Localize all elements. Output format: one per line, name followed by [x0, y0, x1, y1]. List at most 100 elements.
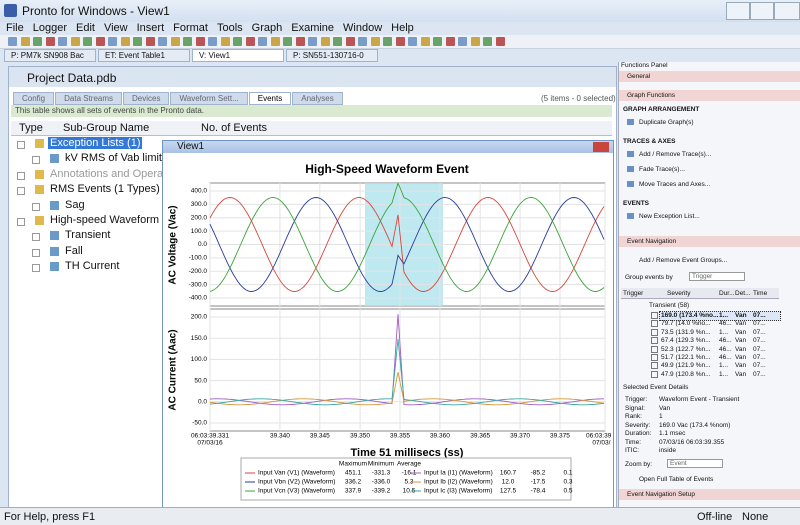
tree-item[interactable]: kV RMS of Vab limits: [65, 152, 168, 165]
toolbar-button[interactable]: [283, 37, 292, 46]
tree-expander[interactable]: [32, 156, 40, 165]
column-header[interactable]: Sub-Group Name: [63, 122, 150, 134]
event-cell[interactable]: Van: [735, 328, 747, 336]
toolbar-button[interactable]: [170, 37, 180, 46]
menu-item[interactable]: Tools: [216, 22, 243, 34]
project-tab[interactable]: Analyses: [292, 92, 343, 105]
tree-item[interactable]: Transient: [65, 229, 111, 242]
document-tab[interactable]: ET: Event Table1: [98, 49, 190, 62]
document-tab[interactable]: V: View1: [192, 49, 284, 62]
event-cell[interactable]: 52.3 (122.7 %n...: [661, 345, 711, 353]
tree-item[interactable]: Sag: [65, 198, 85, 211]
toolbar-button[interactable]: [345, 37, 355, 46]
event-cell[interactable]: 46...: [719, 320, 732, 328]
toolbar-button[interactable]: [183, 37, 192, 46]
toolbar-button[interactable]: [58, 37, 67, 46]
toolbar-button[interactable]: [8, 37, 17, 46]
table-column[interactable]: Severity: [667, 290, 691, 297]
menu-item[interactable]: Insert: [136, 22, 165, 34]
toolbar-button[interactable]: [33, 37, 42, 46]
function-item[interactable]: Add / Remove Trace(s)...: [639, 151, 712, 158]
event-cell[interactable]: 1...: [719, 312, 729, 319]
project-tab[interactable]: Config: [13, 92, 55, 105]
tree-expander[interactable]: [17, 218, 25, 226]
event-cell[interactable]: 07...: [753, 320, 766, 328]
event-cell[interactable]: Van: [735, 362, 747, 370]
event-cell[interactable]: 07...: [753, 354, 766, 361]
toolbar-button[interactable]: [95, 37, 105, 46]
toolbar-button[interactable]: [258, 37, 267, 46]
function-item[interactable]: Add / Remove Event Groups...: [639, 257, 728, 264]
toolbar-button[interactable]: [83, 37, 92, 46]
table-column[interactable]: Dur...: [719, 290, 735, 297]
toolbar-button[interactable]: [158, 37, 167, 46]
project-tab[interactable]: Events: [248, 92, 292, 105]
tree-expander[interactable]: [17, 187, 25, 196]
menu-item[interactable]: Edit: [76, 22, 95, 34]
function-item[interactable]: Duplicate Graph(s): [639, 119, 694, 126]
toolbar-button[interactable]: [208, 37, 217, 46]
maximize-button[interactable]: [750, 2, 774, 20]
table-column[interactable]: Det...: [735, 290, 751, 297]
event-cell[interactable]: 46...: [719, 337, 732, 345]
project-tab[interactable]: Devices: [123, 92, 170, 105]
event-cell[interactable]: Van: [735, 320, 747, 328]
toolbar-button[interactable]: [433, 37, 442, 46]
tree-group[interactable]: Transient (58): [649, 302, 690, 309]
function-item[interactable]: Fade Trace(s)...: [639, 166, 685, 173]
event-cell[interactable]: 47.9 (120.8 %n...: [661, 370, 711, 378]
tree-expander[interactable]: [32, 264, 40, 273]
toolbar-button[interactable]: [245, 37, 255, 46]
panel-bar-title[interactable]: Graph Functions: [627, 92, 676, 99]
toolbar-button[interactable]: [445, 37, 455, 46]
event-cell[interactable]: 1...: [719, 328, 729, 336]
view-close-button[interactable]: [593, 142, 609, 152]
toolbar-button[interactable]: [308, 37, 317, 46]
menu-item[interactable]: File: [6, 22, 24, 34]
event-cell[interactable]: 79.7 (14.0 %no...: [661, 320, 711, 328]
toolbar-button[interactable]: [495, 37, 505, 46]
toolbar-button[interactable]: [333, 37, 342, 46]
event-cell[interactable]: Van: [735, 345, 747, 353]
table-column[interactable]: Time: [753, 290, 768, 297]
dropdown[interactable]: Event: [667, 459, 723, 468]
toolbar-button[interactable]: [233, 37, 242, 46]
toolbar-button[interactable]: [483, 37, 492, 46]
event-cell[interactable]: 07...: [753, 345, 766, 353]
toolbar-button[interactable]: [120, 37, 130, 46]
tree-item[interactable]: RMS Events (1 Types): [50, 183, 160, 196]
menu-item[interactable]: Logger: [32, 22, 67, 34]
toolbar-button[interactable]: [420, 37, 430, 46]
tree-expander[interactable]: [17, 141, 25, 149]
toolbar-button[interactable]: [320, 37, 330, 46]
event-cell[interactable]: 1...: [719, 362, 729, 370]
event-cell[interactable]: 07...: [753, 337, 766, 345]
event-cell[interactable]: 07...: [753, 362, 766, 370]
event-cell[interactable]: 49.9 (121.9 %n...: [661, 362, 711, 370]
menu-item[interactable]: Examine: [291, 22, 335, 34]
event-cell[interactable]: 73.5 (131.9 %n...: [661, 328, 711, 336]
event-cell[interactable]: 07...: [753, 312, 766, 319]
event-cell[interactable]: Van: [735, 354, 747, 361]
document-tab[interactable]: P: SN551-130716-0: [286, 49, 378, 62]
table-column[interactable]: Trigger: [623, 290, 644, 297]
toolbar-button[interactable]: [270, 37, 280, 46]
tree-item[interactable]: High-speed Waveform E: [50, 214, 170, 226]
toolbar-button[interactable]: [220, 37, 230, 46]
toolbar-button[interactable]: [133, 37, 142, 46]
function-item[interactable]: Move Traces and Axes...: [639, 181, 711, 188]
close-button[interactable]: [774, 2, 800, 20]
toolbar-button[interactable]: [458, 37, 467, 46]
menu-item[interactable]: Graph: [251, 22, 283, 34]
tree-expander[interactable]: [32, 248, 40, 257]
event-cell[interactable]: 07...: [753, 328, 766, 336]
toolbar-button[interactable]: [395, 37, 405, 46]
function-item[interactable]: New Exception List...: [639, 213, 700, 220]
panel-bar-title[interactable]: General: [627, 73, 651, 80]
toolbar-button[interactable]: [108, 37, 117, 46]
tree-item[interactable]: TH Current: [65, 260, 120, 273]
toolbar-button[interactable]: [145, 37, 155, 46]
tree-item[interactable]: Fall: [65, 244, 83, 257]
menu-item[interactable]: View: [103, 22, 128, 34]
menu-item[interactable]: Help: [391, 22, 414, 34]
